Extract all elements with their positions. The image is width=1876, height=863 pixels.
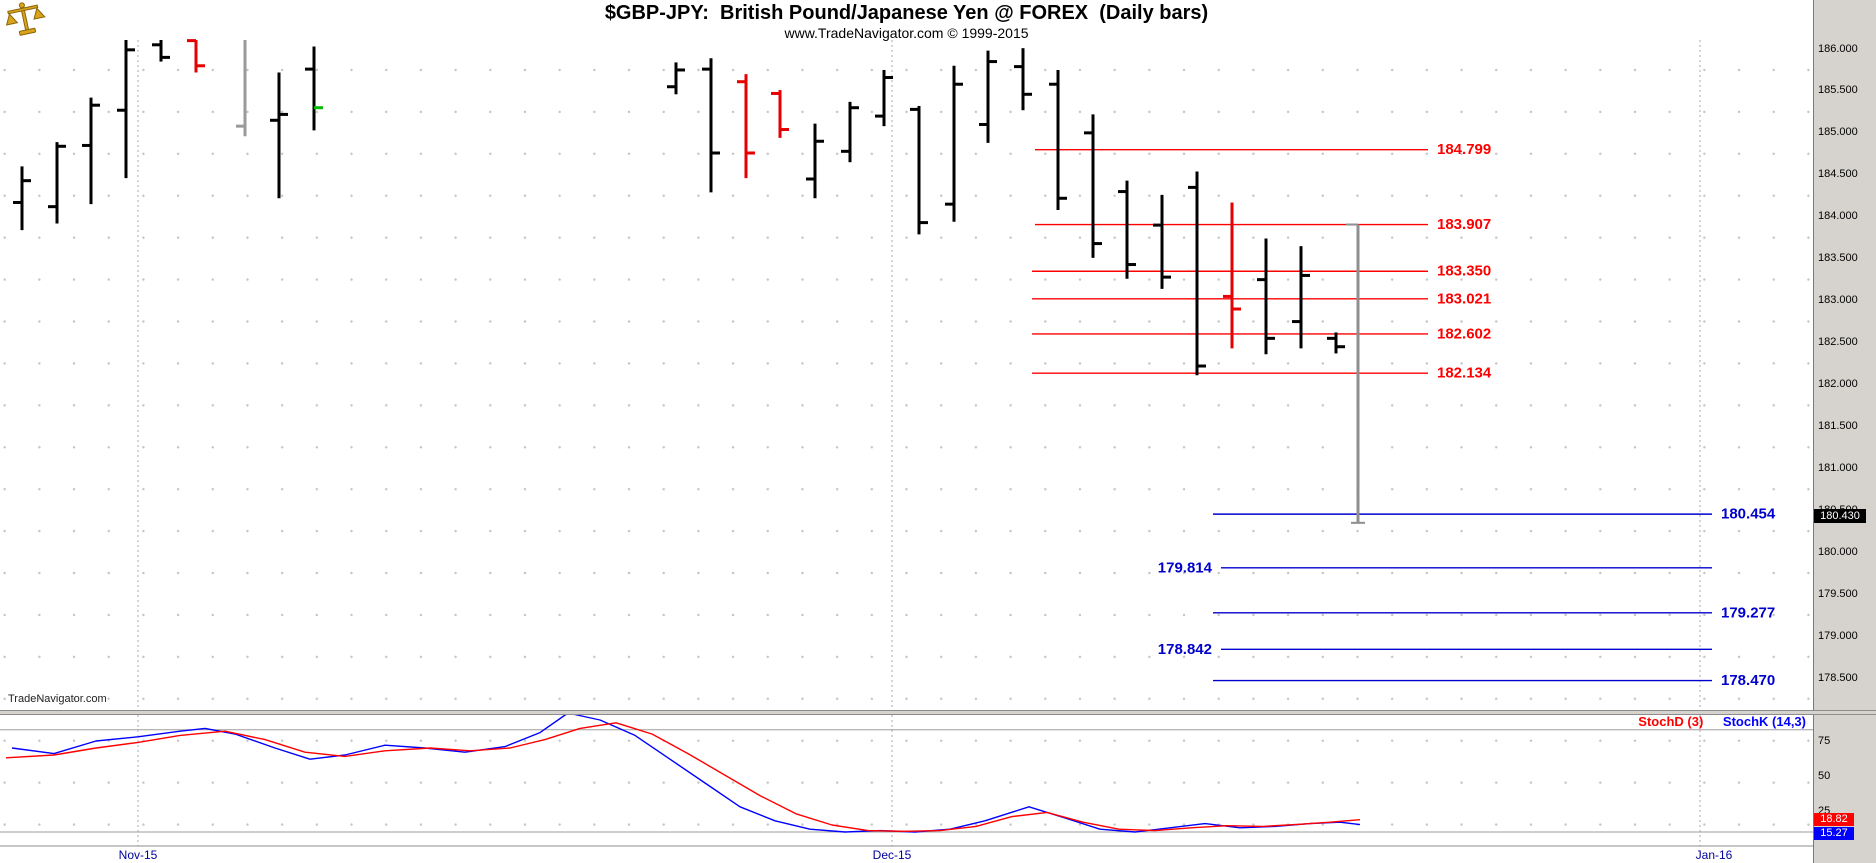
chart-title: $GBP-JPY: British Pound/Japanese Yen @ F… [604, 2, 1209, 24]
stoch-d-value-box: 18.82 [1814, 813, 1854, 826]
price-axis-label: 184.500 [1818, 168, 1858, 181]
trade-navigator-logo-icon [4, 1, 46, 39]
price-axis-label: 178.500 [1818, 671, 1858, 684]
price-axis-panel[interactable] [1813, 0, 1876, 863]
price-axis-label: 185.500 [1818, 84, 1858, 97]
price-axis-label: 180.000 [1818, 545, 1858, 558]
watermark-text: TradeNavigator.com [8, 693, 107, 705]
stoch-axis-label: 75 [1818, 734, 1831, 747]
price-axis-label: 183.500 [1818, 252, 1858, 265]
time-axis-label: Dec-15 [872, 848, 912, 862]
stoch-d-legend-label[interactable]: StochD (3) [1638, 714, 1704, 729]
stoch-k-legend-label[interactable]: StochK (14,3) [1722, 714, 1806, 729]
price-axis-label: 181.500 [1818, 419, 1858, 432]
price-axis-label: 185.000 [1818, 126, 1858, 139]
price-axis-label: 184.000 [1818, 210, 1858, 223]
stoch-k-value-box: 15.27 [1814, 827, 1854, 840]
chart-subtitle: www.TradeNavigator.com © 1999-2015 [784, 25, 1029, 41]
price-axis-label: 179.500 [1818, 587, 1858, 600]
stoch-legend: StochD (3) StochK (14,3) [0, 714, 1806, 729]
time-axis-label: Jan-16 [1695, 848, 1733, 862]
price-axis-label: 179.000 [1818, 629, 1858, 642]
price-axis-label: 183.000 [1818, 294, 1858, 307]
price-axis-label: 182.000 [1818, 377, 1858, 390]
price-axis-label: 181.000 [1818, 461, 1858, 474]
time-axis-label: Nov-15 [118, 848, 158, 862]
stoch-axis-label: 50 [1818, 769, 1831, 782]
current-price-box: 180.430 [1814, 509, 1866, 524]
price-axis-label: 182.500 [1818, 336, 1858, 349]
price-axis-label: 186.000 [1818, 42, 1858, 55]
